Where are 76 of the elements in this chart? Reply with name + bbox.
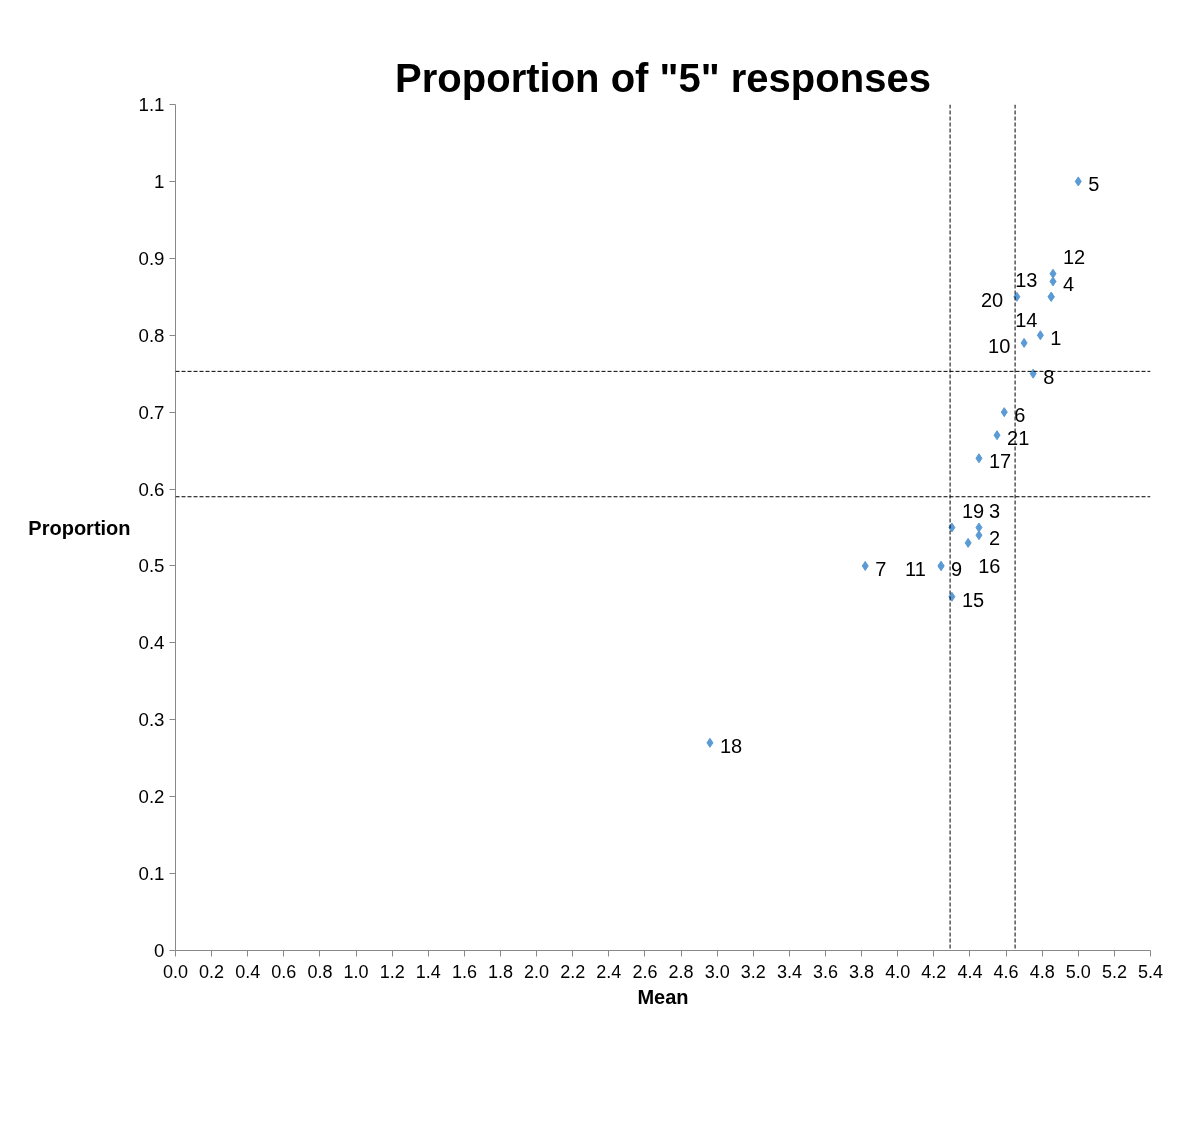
point bbox=[975, 530, 983, 541]
annotation: 12 bbox=[1063, 245, 1086, 268]
x-tick-label: 3.6 bbox=[812, 961, 839, 982]
chart-title: Proportion of "5" responses bbox=[395, 55, 931, 100]
x-tick-label: 3.0 bbox=[704, 961, 730, 982]
annotation: 3 bbox=[988, 499, 1001, 522]
x-tick-label: 0.8 bbox=[307, 961, 333, 982]
annotation: 13 bbox=[1015, 268, 1038, 291]
point bbox=[993, 430, 1001, 441]
y-axis-title: Proportion bbox=[28, 516, 131, 539]
x-tick-label: 3.8 bbox=[849, 961, 875, 982]
x-tick-label: 4.4 bbox=[957, 961, 983, 982]
x-tick-label: 1.4 bbox=[415, 961, 441, 982]
y-tick-label: 0.4 bbox=[138, 632, 165, 654]
annotation: 11 bbox=[905, 557, 926, 580]
y-tick-label: 0.2 bbox=[138, 786, 165, 808]
x-tick-label: 1.2 bbox=[379, 961, 405, 982]
annotation: 2 bbox=[988, 527, 1001, 550]
point bbox=[861, 560, 869, 571]
annotation: 5 bbox=[1088, 173, 1100, 196]
x-tick-label: 0.2 bbox=[199, 961, 225, 982]
point bbox=[975, 453, 983, 464]
annotation: 10 bbox=[988, 334, 1011, 357]
annotation: 17 bbox=[988, 450, 1012, 473]
y-tick-label: 0.8 bbox=[138, 324, 165, 346]
y-tick-label: 0.3 bbox=[138, 709, 165, 731]
y-tick-label: 0.9 bbox=[138, 247, 165, 269]
x-tick-label: 3.4 bbox=[776, 961, 802, 982]
x-tick-label: 2.2 bbox=[560, 961, 586, 982]
point bbox=[1036, 330, 1044, 341]
y-tick-label: 1 bbox=[154, 170, 165, 192]
x-tick-label: 0.4 bbox=[235, 961, 261, 982]
annotation: 15 bbox=[961, 588, 985, 611]
x-tick-label: 5.0 bbox=[1065, 961, 1091, 982]
x-tick-label: 0.6 bbox=[271, 961, 297, 982]
x-tick-label: 0.0 bbox=[162, 961, 189, 982]
x-tick-label: 1.8 bbox=[487, 961, 514, 982]
x-tick-label: 4.8 bbox=[1029, 961, 1055, 982]
point bbox=[706, 737, 714, 748]
y-tick-label: 1.1 bbox=[138, 94, 165, 115]
point bbox=[1029, 368, 1037, 379]
x-tick-label: 1.0 bbox=[343, 961, 369, 982]
x-tick-label: 1.6 bbox=[451, 961, 477, 982]
x-axis-title: Mean bbox=[637, 985, 689, 1008]
annotation: 6 bbox=[1014, 404, 1026, 427]
x-tick-label: 2.6 bbox=[632, 961, 658, 982]
y-tick-label: 0.5 bbox=[138, 555, 165, 577]
annotation: 9 bbox=[951, 557, 963, 580]
point bbox=[1049, 268, 1057, 279]
point bbox=[1000, 407, 1008, 418]
y-tick-label: 0.1 bbox=[138, 863, 165, 885]
point bbox=[1020, 337, 1028, 348]
x-tick-label: 5.2 bbox=[1101, 961, 1127, 982]
point bbox=[964, 537, 972, 548]
x-tick-label: 3.2 bbox=[740, 961, 766, 982]
annotation: 18 bbox=[719, 734, 743, 757]
annotation: 1 bbox=[1050, 327, 1062, 350]
y-tick-label: 0.7 bbox=[138, 401, 165, 423]
annotation: 8 bbox=[1043, 365, 1055, 388]
annotation: 4 bbox=[1063, 273, 1075, 296]
annotation: 16 bbox=[978, 554, 1001, 577]
annotation: 21 bbox=[1007, 427, 1030, 450]
x-tick-label: 2.8 bbox=[668, 961, 694, 982]
annotation: 19 bbox=[961, 499, 985, 522]
annotation: 20 bbox=[980, 288, 1004, 311]
x-tick-label: 4.6 bbox=[993, 961, 1019, 982]
x-tick-label: 4.0 bbox=[885, 961, 911, 982]
point bbox=[1074, 176, 1082, 187]
x-tick-label: 2.0 bbox=[524, 961, 550, 982]
y-tick-label: 0.6 bbox=[138, 478, 165, 500]
x-tick-label: 4.2 bbox=[921, 961, 947, 982]
x-tick-label: 2.4 bbox=[596, 961, 622, 982]
annotation: 7 bbox=[875, 557, 887, 580]
annotation: 14 bbox=[1015, 308, 1038, 331]
x-tick-label: 5.4 bbox=[1137, 961, 1164, 982]
y-tick-label: 0 bbox=[154, 940, 165, 961]
